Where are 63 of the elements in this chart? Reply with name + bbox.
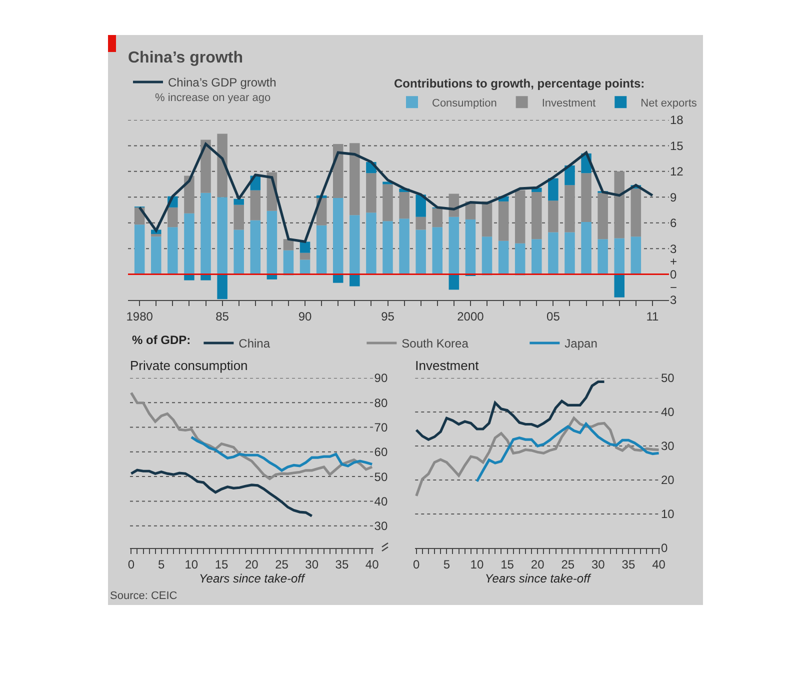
y-tick-label: 6: [670, 216, 677, 230]
legend-label: Net exports: [640, 97, 698, 110]
y-tick-label: 90: [374, 371, 388, 386]
y-tick-label: 20: [661, 473, 675, 488]
y-tick-label: 40: [661, 405, 675, 420]
y-tick-label: 70: [374, 420, 388, 434]
legend-label: China’s GDP growth: [168, 76, 276, 90]
x-tick-label: 20: [244, 557, 259, 572]
legend-label: China: [238, 336, 270, 351]
x-tick-label: 0: [128, 557, 135, 572]
x-tick-label: 10: [470, 557, 484, 572]
x-tick-label: 95: [381, 309, 395, 324]
y-tick-label: 80: [374, 396, 388, 410]
x-tick-label: 1980: [126, 309, 154, 324]
y-tick-label: 18: [670, 113, 684, 128]
x-tick-label: 05: [546, 309, 560, 324]
legend-label: South Korea: [402, 336, 469, 351]
legend-title: % of GDP:: [132, 333, 191, 348]
x-tick-label: 85: [216, 309, 230, 324]
y-tick-label: 3: [670, 242, 677, 256]
x-axis-title: Years since take-off: [484, 571, 592, 586]
x-tick-label: 2000: [457, 309, 484, 324]
y-tick-label: 60: [374, 445, 388, 460]
y-tick-label: 40: [374, 494, 388, 508]
x-tick-label: 40: [652, 557, 666, 572]
x-tick-label: 0: [413, 557, 420, 572]
y-tick-label: 0: [670, 267, 677, 282]
x-tick-label: 30: [305, 557, 319, 572]
x-tick-label: 25: [275, 557, 289, 572]
y-tick-label: 30: [661, 439, 675, 454]
x-tick-label: 30: [592, 557, 606, 572]
y-tick-label: 3: [670, 293, 677, 308]
y-tick-label: 9: [670, 190, 677, 204]
x-axis-title: Years since take-off: [198, 571, 306, 586]
y-tick-label: 30: [374, 519, 388, 534]
x-tick-label: 5: [158, 557, 165, 572]
y-tick-label: 0: [661, 541, 668, 556]
text: % increase on year ago: [155, 92, 271, 104]
legend-title: Contributions to growth, percentage points:: [394, 76, 645, 91]
x-tick-label: 11: [646, 309, 660, 324]
y-tick-label: 10: [661, 507, 675, 522]
y-tick-label: 50: [661, 371, 675, 386]
chart-title: Private consumption: [130, 358, 248, 373]
x-tick-label: 90: [298, 309, 312, 324]
chart-title: China’s growth: [128, 50, 243, 67]
y-tick-label: 50: [374, 470, 388, 484]
y-tick-label: 15: [670, 138, 684, 153]
x-tick-label: 15: [500, 557, 514, 572]
x-tick-label: 35: [622, 557, 636, 572]
y-tick-label: −: [670, 280, 678, 294]
y-tick-label: +: [670, 254, 678, 269]
x-tick-label: 35: [335, 557, 349, 572]
x-tick-label: 20: [530, 557, 545, 572]
source-note: Source: CEIC: [110, 590, 178, 602]
x-tick-label: 15: [214, 557, 229, 572]
legend-label: Consumption: [432, 97, 497, 110]
legend-label: Investment: [542, 97, 596, 110]
x-tick-label: 25: [561, 557, 575, 572]
y-tick-label: 12: [670, 164, 684, 179]
x-tick-label: 10: [184, 557, 198, 572]
chart-title: Investment: [415, 358, 480, 373]
x-tick-label: 5: [443, 557, 450, 572]
legend-label: Japan: [564, 336, 598, 351]
